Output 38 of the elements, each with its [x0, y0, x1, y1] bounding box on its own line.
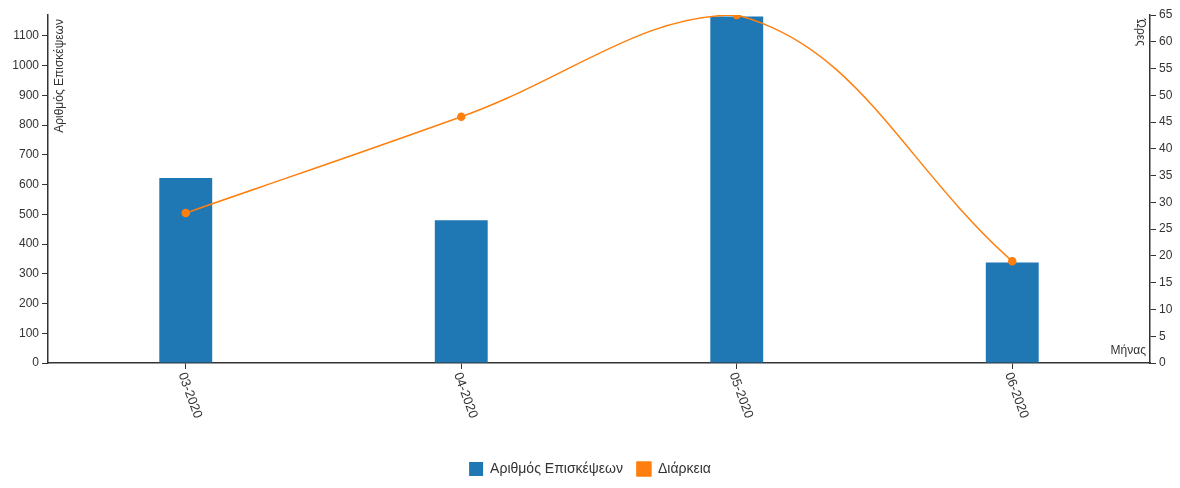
y-tick-label: 1100: [13, 28, 40, 43]
y2-axis-title: Ώρες: [1133, 18, 1148, 47]
y2-tick-label: 50: [1159, 87, 1173, 102]
y-tick-label: 900: [18, 87, 40, 102]
y-axis-title: Αριθμός Επισκέψεων: [52, 19, 67, 133]
x-axis-title: Μήνας: [1110, 343, 1147, 358]
point: [1008, 257, 1017, 266]
y-tick-label: 600: [18, 176, 40, 191]
y-tick-label: 800: [18, 117, 40, 132]
y2-tick-label: 65: [1159, 7, 1173, 22]
y2-tick-label: 40: [1159, 141, 1173, 156]
legend-label: Διάρκεια: [657, 459, 711, 476]
y2-tick-label: 5: [1159, 328, 1166, 343]
y2-tick-label: 35: [1159, 167, 1173, 182]
y2-tick-label: 60: [1159, 34, 1173, 49]
y-tick-label: 100: [18, 325, 40, 340]
y-tick-label: 200: [18, 295, 40, 310]
y2-tick-label: 20: [1159, 248, 1173, 263]
y-tick-label: 0: [32, 355, 40, 370]
bar: [985, 262, 1039, 363]
bar: [159, 178, 213, 363]
y-tick-label: 1000: [12, 57, 40, 72]
y2-tick-label: 30: [1159, 194, 1173, 209]
y2-tick-label: 45: [1159, 114, 1173, 129]
y-tick-label: 300: [18, 266, 40, 281]
legend-label: Αριθμός Επισκέψεων: [490, 459, 623, 476]
point: [181, 208, 190, 218]
y2-tick-label: 10: [1159, 301, 1173, 316]
y2-tick-label: 25: [1159, 221, 1173, 236]
point: [457, 112, 466, 121]
y2-tick-label: 15: [1159, 275, 1173, 289]
y-tick-label: 400: [18, 236, 40, 251]
y2-tick-label: 55: [1159, 60, 1173, 75]
y-tick-label: 700: [18, 147, 40, 162]
bar: [710, 16, 764, 363]
bar: [434, 220, 488, 363]
y2-tick-label: 0: [1159, 355, 1166, 370]
y-tick-label: 500: [18, 206, 40, 221]
